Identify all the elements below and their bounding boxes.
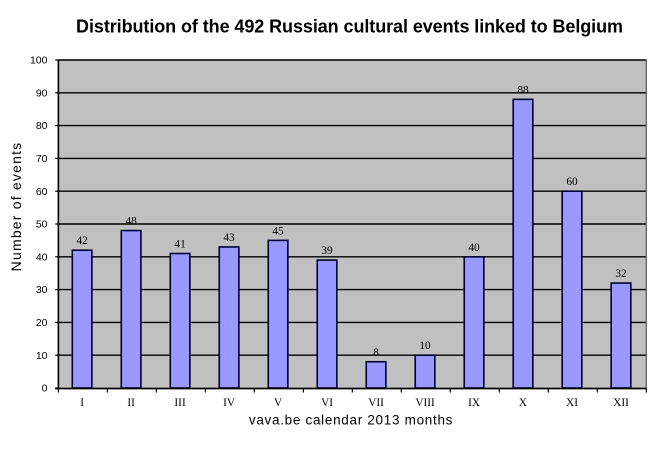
svg-text:80: 80 <box>36 120 48 132</box>
svg-text:0: 0 <box>42 383 48 395</box>
svg-text:100: 100 <box>30 55 48 67</box>
svg-text:50: 50 <box>36 219 48 231</box>
svg-text:20: 20 <box>36 317 48 329</box>
svg-text:vava.be calendar 2013 months: vava.be calendar 2013 months <box>249 413 453 428</box>
svg-text:VII: VII <box>368 397 384 409</box>
svg-text:88: 88 <box>517 84 529 96</box>
svg-text:VI: VI <box>321 397 333 409</box>
svg-text:42: 42 <box>76 235 88 247</box>
svg-text:10: 10 <box>36 350 48 362</box>
svg-text:60: 60 <box>566 176 578 188</box>
svg-text:30: 30 <box>36 284 48 296</box>
svg-text:Number of events: Number of events <box>8 142 24 272</box>
svg-text:I: I <box>80 397 84 409</box>
svg-text:IV: IV <box>223 397 236 409</box>
svg-text:40: 40 <box>36 251 48 263</box>
svg-text:45: 45 <box>272 225 284 237</box>
svg-text:40: 40 <box>468 242 480 254</box>
svg-text:41: 41 <box>174 239 185 251</box>
svg-text:VIII: VIII <box>415 397 435 409</box>
svg-text:V: V <box>274 397 283 409</box>
svg-text:70: 70 <box>36 153 48 165</box>
svg-text:II: II <box>127 397 135 409</box>
svg-text:10: 10 <box>419 340 431 352</box>
svg-text:90: 90 <box>36 87 48 99</box>
svg-text:32: 32 <box>615 268 627 280</box>
svg-text:8: 8 <box>373 347 379 359</box>
svg-text:XII: XII <box>613 397 629 409</box>
svg-text:Distribution of the 492 Russia: Distribution of the 492 Russian cultural… <box>76 17 623 37</box>
svg-text:III: III <box>174 397 186 409</box>
svg-text:X: X <box>519 397 527 409</box>
svg-text:IX: IX <box>468 397 480 409</box>
svg-text:60: 60 <box>36 186 48 198</box>
svg-text:43: 43 <box>223 232 235 244</box>
svg-text:XI: XI <box>566 397 578 409</box>
svg-text:48: 48 <box>125 216 137 228</box>
svg-text:39: 39 <box>321 245 333 257</box>
